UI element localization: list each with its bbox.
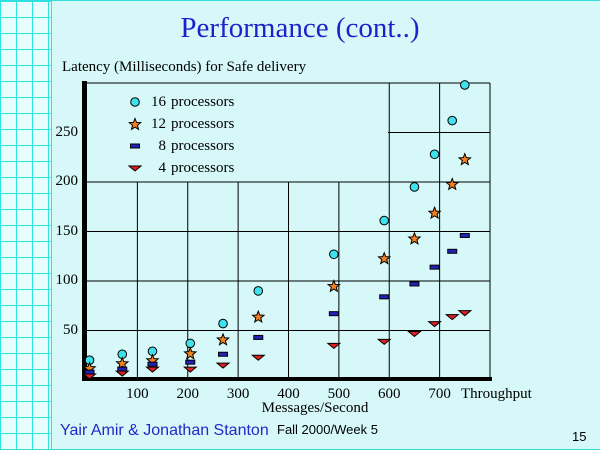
- legend-item-16-processors: 16 processors: [121, 91, 234, 113]
- legend-label: 4 processors: [158, 159, 235, 176]
- data-point-circle: [429, 149, 440, 160]
- circle-marker-icon: [121, 94, 149, 110]
- data-point-dash: [218, 351, 229, 357]
- data-point-dash: [253, 334, 264, 340]
- y-tick-label: 250: [55, 123, 79, 140]
- data-point-star: [457, 152, 472, 166]
- x-tick-label: 300: [226, 386, 250, 402]
- data-point-dash: [379, 294, 390, 300]
- data-point-circle: [379, 215, 390, 226]
- x-tick-label: 100: [126, 386, 149, 402]
- data-point-triangle: [114, 370, 130, 377]
- star-marker-icon: [121, 116, 149, 132]
- data-point-dash: [147, 361, 158, 367]
- footer-course: Fall 2000/Week 5: [277, 422, 378, 437]
- data-point-star: [183, 346, 198, 360]
- data-point-dash: [447, 248, 458, 254]
- x-tick-label: 600: [378, 386, 401, 402]
- data-point-triangle: [182, 366, 198, 373]
- legend-label: 16 processors: [151, 93, 235, 110]
- data-point-triangle: [407, 330, 422, 338]
- y-tick-label: 150: [55, 222, 79, 239]
- data-point-triangle: [145, 366, 160, 373]
- triangle-down-marker-icon: [121, 160, 149, 176]
- y-tick-label: 50: [63, 321, 78, 338]
- legend-item-8-processors: 8 processors: [121, 135, 234, 157]
- data-point-dash: [409, 281, 420, 287]
- y-tick-label: 200: [55, 173, 79, 189]
- x-axis-label-messages-per-second: Messages/Second: [261, 400, 369, 416]
- data-point-star: [215, 332, 231, 346]
- x-tick-label: 700: [428, 386, 451, 402]
- data-point-triangle: [250, 354, 266, 361]
- decorative-grid-strip: [0, 1, 52, 449]
- data-point-circle: [447, 115, 458, 126]
- page-title: Performance (cont..): [180, 12, 420, 44]
- x-tick-label: 400: [277, 386, 300, 402]
- data-point-dash: [117, 366, 128, 372]
- data-point-dash: [84, 369, 95, 375]
- data-point-triangle: [444, 314, 460, 321]
- data-point-star: [427, 205, 442, 220]
- y-tick-label: 100: [55, 272, 79, 288]
- data-point-dash: [328, 311, 339, 317]
- x-tick-label: 500: [327, 386, 351, 402]
- x-tick-label: 200: [176, 386, 200, 402]
- data-point-star: [115, 356, 130, 370]
- data-point-circle: [185, 338, 196, 349]
- data-point-star: [251, 309, 266, 324]
- x-axis-line: [82, 377, 492, 381]
- data-point-dash: [459, 232, 470, 238]
- legend-item-12-processors: 12 processors: [121, 113, 234, 135]
- data-point-circle: [329, 249, 339, 260]
- data-point-circle: [409, 182, 420, 192]
- data-point-dash: [185, 359, 196, 365]
- chart-subtitle: Latency (Milliseconds) for Safe delivery: [62, 59, 307, 75]
- data-point-star: [407, 231, 422, 245]
- data-point-circle: [253, 286, 264, 296]
- data-point-circle: [460, 80, 470, 90]
- data-point-triangle: [82, 373, 97, 380]
- data-point-circle: [218, 318, 228, 329]
- data-point-triangle: [376, 338, 392, 346]
- data-point-star: [326, 279, 341, 293]
- data-point-triangle: [427, 321, 442, 328]
- data-point-star: [377, 251, 392, 265]
- page-number: 15: [572, 429, 587, 444]
- legend-label: 12 processors: [151, 115, 235, 132]
- x-axis-label-throughput: Throughput: [461, 386, 532, 402]
- dash-marker-icon: [121, 138, 149, 154]
- footer-authors: Yair Amir & Jonathan Stanton: [60, 422, 269, 439]
- data-point-star: [445, 177, 460, 191]
- y-axis-line: [82, 81, 87, 381]
- legend-item-4-processors: 4 processors: [121, 157, 234, 179]
- data-point-triangle: [457, 310, 473, 317]
- data-point-triangle: [215, 362, 231, 369]
- data-point-triangle: [326, 342, 342, 350]
- data-point-dash: [429, 264, 440, 270]
- legend-label: 8 processors: [158, 137, 235, 154]
